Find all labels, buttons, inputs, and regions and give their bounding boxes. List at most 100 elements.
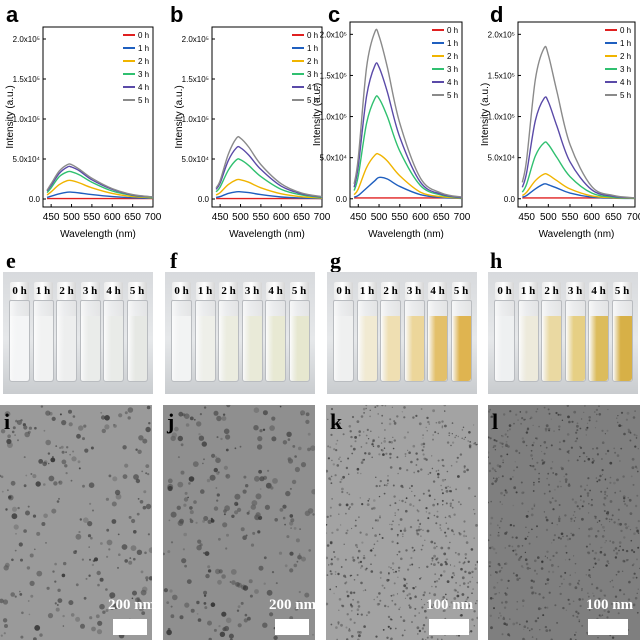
particle [307,432,311,436]
particle [586,494,590,497]
series-line-2h [46,179,154,199]
particle [629,432,632,434]
particle [362,590,364,592]
particle [308,549,311,552]
particle [564,545,567,548]
particle [72,450,75,453]
particle [534,468,537,471]
chart-a: 450 500 550 600 650 7000.05.0x10⁴1.0x10⁵1.5x1… [5,26,162,240]
particle [451,576,454,579]
particle [441,478,445,482]
particle [312,633,314,636]
particle [542,461,545,465]
particle [57,588,61,592]
particle [429,604,432,607]
particle [118,413,123,418]
particle [634,445,637,448]
particle [444,531,447,534]
particle [100,542,103,545]
particle [294,466,300,473]
particle [47,452,51,455]
particle [389,466,393,469]
particle [387,605,390,608]
particle [596,453,599,456]
particle [307,447,311,452]
particle [459,503,462,506]
y-tick-label: 1.5x10⁵ [182,75,209,84]
particle [378,495,381,498]
particle [415,464,418,466]
particle [70,479,73,482]
particle [609,461,613,465]
particle [298,446,302,451]
particle [433,546,437,550]
particle [623,497,626,500]
particle [11,513,18,520]
particle [544,625,548,629]
particle [521,491,524,495]
series-line-2h [521,172,636,200]
particle [456,634,458,637]
vial-liquid [80,316,100,381]
particle [624,503,627,506]
particle [582,451,586,455]
particle [305,419,310,424]
particle [90,446,94,450]
particle [520,565,524,568]
particle [604,493,606,496]
particle [537,607,541,611]
particle [262,410,268,416]
particle [40,405,44,408]
particle [216,493,220,497]
particle [61,420,67,426]
legend-label: 3 h [138,70,149,79]
particle [427,473,429,475]
particle [606,429,609,432]
particle [578,527,580,530]
series-line-3h [521,141,636,199]
particle [405,509,408,513]
vial-liquid [542,316,561,381]
particle [299,528,301,530]
particle [189,510,194,515]
particle [540,567,544,570]
particle [449,541,451,544]
particle [300,462,307,468]
particle [402,535,404,538]
particle [428,494,431,497]
particle [441,492,444,495]
particle [139,500,144,504]
particle [392,436,394,438]
vial: 2 h [218,282,239,382]
particle [104,424,110,430]
particle [207,620,212,626]
particle [133,557,136,561]
particle [516,577,520,581]
particle [354,436,357,439]
particle [488,410,491,413]
particle [4,624,8,628]
particle [517,558,521,561]
particle [1,490,4,493]
particle [362,407,366,411]
y-tick-label: 2.0x10⁵ [13,35,40,44]
particle [73,550,77,554]
particle [137,498,140,500]
particle [493,469,496,472]
particle [185,423,190,427]
particle [558,515,561,518]
particle [300,413,303,416]
particle [389,456,392,459]
particle [576,505,579,508]
x-tick-label: 600 [583,212,600,223]
particle [488,462,492,465]
vial-label: 4 h [591,285,606,297]
particle [625,526,628,530]
particle [548,427,551,431]
particle [284,523,286,526]
particle [383,440,387,443]
particle [620,411,624,414]
particle [428,592,431,595]
particle [498,526,501,529]
